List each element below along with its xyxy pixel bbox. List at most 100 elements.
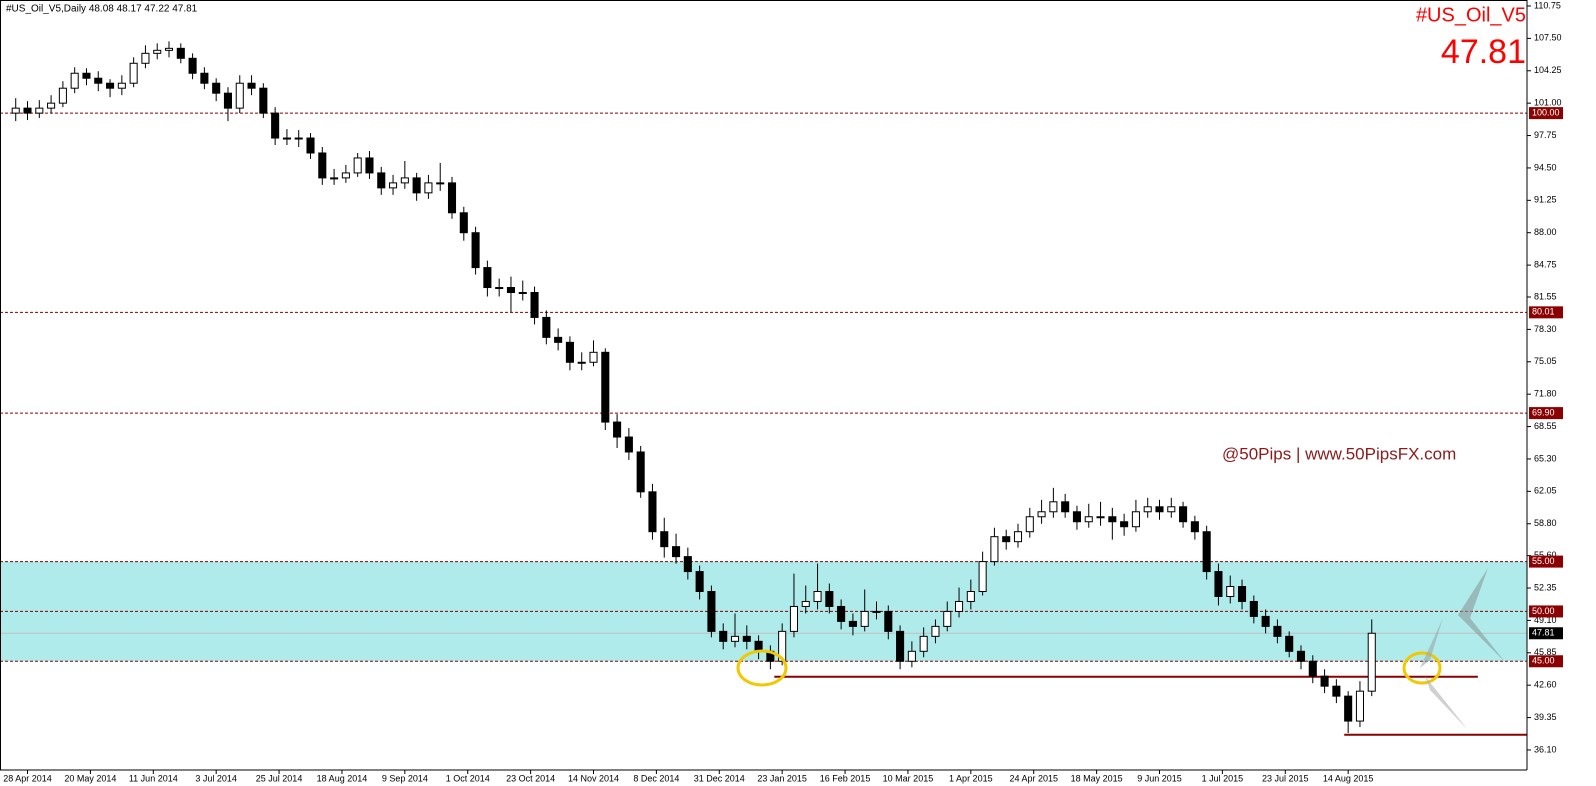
x-tick-label: 9 Sep 2014 (382, 773, 428, 783)
x-tick-label: 9 Jun 2015 (1137, 773, 1182, 783)
y-tick-label: 49.10 (1534, 615, 1557, 625)
y-tick-label: 42.60 (1534, 680, 1557, 690)
candle-body (872, 610, 881, 613)
candle-body (153, 49, 162, 54)
y-tick-label: 68.55 (1534, 421, 1557, 431)
candle-body (1120, 521, 1129, 528)
candle-body (719, 630, 728, 642)
price-label: 47.81 (1441, 33, 1526, 71)
candle-body (1025, 516, 1034, 533)
x-tick-label: 18 May 2015 (1071, 773, 1123, 783)
candle-body (389, 182, 398, 189)
candle-body (223, 92, 233, 109)
highlight-ellipse (736, 649, 788, 687)
x-tick-label: 23 Oct 2014 (506, 773, 555, 783)
level-label: 55.00 (1532, 556, 1555, 566)
level-tag (1529, 107, 1563, 120)
y-tick-label: 36.10 (1534, 744, 1557, 754)
candle-body (70, 72, 79, 89)
candle-body (695, 571, 704, 593)
candle-body (955, 600, 964, 612)
candle-body (884, 610, 893, 632)
x-tick-label: 1 Jul 2015 (1202, 773, 1244, 783)
candle-body (424, 182, 433, 194)
candle-body (530, 292, 539, 318)
arrow-shape (1425, 676, 1468, 730)
candle-body (1084, 516, 1093, 523)
candle-body (400, 177, 409, 184)
level-label: 69.90 (1532, 407, 1555, 417)
candle-body (1214, 571, 1223, 597)
candle-body (94, 77, 103, 84)
candle-body (648, 491, 657, 533)
candle-body (1167, 506, 1176, 513)
candle-body (990, 536, 999, 563)
candle-body (683, 556, 692, 573)
candle-body (459, 212, 468, 234)
y-tick-label: 58.80 (1534, 518, 1557, 528)
candle-body (589, 351, 598, 363)
candle-body (860, 610, 869, 627)
candle-body (825, 591, 834, 607)
candle-body (1355, 690, 1364, 722)
x-tick-label: 25 Jul 2014 (256, 773, 303, 783)
y-tick-label: 91.25 (1534, 195, 1557, 205)
x-tick-label: 28 Apr 2014 (3, 773, 52, 783)
candle-body (801, 600, 810, 607)
x-tick-label: 3 Jul 2014 (195, 773, 237, 783)
candle-body (247, 82, 256, 89)
arrow-shape (1420, 618, 1443, 668)
candle-body (848, 620, 857, 627)
candle-body (176, 47, 185, 59)
highlight-ellipse (1402, 651, 1442, 685)
chart-title: #US_Oil_V5,Daily 48.08 48.17 47.22 47.81 (6, 4, 198, 15)
candle-body (365, 157, 374, 174)
candle-body (1013, 531, 1023, 543)
candle-body (778, 630, 787, 662)
price-tag-label: 47.81 (1532, 628, 1555, 638)
candle-body (1143, 506, 1152, 513)
candle-body (447, 182, 457, 214)
candle-body (1308, 660, 1317, 677)
candle-body (554, 336, 563, 343)
level-tag (1529, 407, 1563, 420)
level-label: 80.01 (1532, 307, 1555, 317)
candle-body (282, 137, 291, 140)
y-tick-label: 110.75 (1534, 0, 1561, 10)
candle-body (1249, 600, 1258, 617)
candle-body (978, 561, 987, 593)
candle-body (707, 591, 716, 632)
candle-body (730, 635, 740, 642)
candle-body (341, 172, 350, 179)
candle-body (1226, 586, 1235, 597)
candle-body (577, 361, 586, 364)
candle-body (106, 82, 115, 89)
candle-body (742, 635, 751, 642)
level-tag (1529, 555, 1563, 568)
candle-body (1332, 685, 1341, 697)
candle-body (636, 451, 645, 493)
candle-body (672, 546, 681, 558)
y-tick-label: 97.75 (1534, 130, 1557, 140)
candle-body (23, 107, 32, 114)
price-tag (1529, 627, 1563, 640)
candle-body (1261, 615, 1270, 627)
symbol-label: #US_Oil_V5 (1416, 4, 1526, 26)
x-tick-label: 11 Jun 2014 (129, 773, 178, 783)
candle-body (82, 72, 91, 79)
candle-body (1190, 521, 1199, 533)
candle-body (966, 591, 975, 602)
y-tick-label: 88.00 (1534, 227, 1557, 237)
level-label: 45.00 (1532, 656, 1555, 666)
candle-body (1108, 516, 1117, 523)
y-tick-label: 55.60 (1534, 550, 1557, 560)
x-tick-label: 23 Jul 2015 (1262, 773, 1309, 783)
y-tick-label: 104.25 (1534, 65, 1562, 75)
candle-body (542, 316, 551, 338)
y-tick-label: 94.50 (1534, 162, 1557, 172)
candle-body (907, 650, 916, 662)
candle-body (1061, 501, 1070, 513)
candle-body (601, 351, 610, 423)
